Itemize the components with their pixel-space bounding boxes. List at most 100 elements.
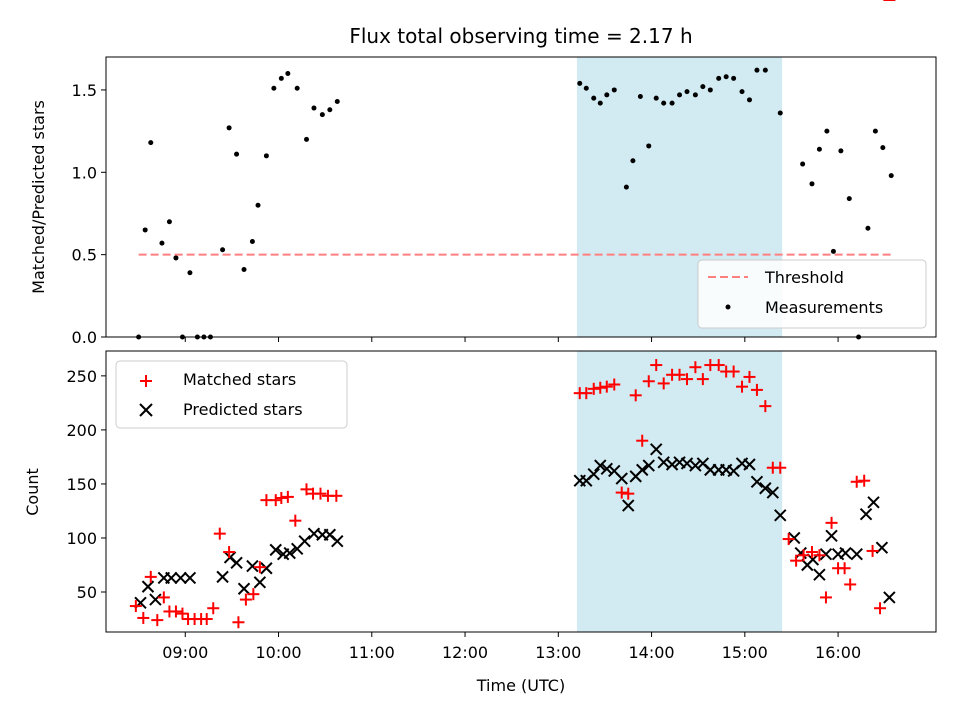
predicted-point: [788, 531, 801, 545]
measurement-point: [166, 219, 172, 225]
predicted-point: [149, 593, 162, 606]
chart-title: Flux total observing time = 2.17 h: [349, 24, 692, 48]
matched-point: [743, 370, 756, 383]
matched-point: [629, 389, 642, 402]
matched-point: [696, 373, 709, 386]
predicted-point: [819, 547, 833, 561]
predicted-point: [766, 486, 780, 499]
predicted-point: [642, 459, 655, 472]
matched-point: [874, 602, 887, 615]
matched-point: [600, 380, 613, 393]
measurement-point: [865, 225, 871, 231]
matched-point: [615, 486, 628, 499]
measurement-point: [684, 89, 690, 95]
predicted-point: [850, 547, 863, 561]
legend-measurements-swatch: [725, 304, 731, 310]
bottom-y-tick-label: 150: [66, 475, 97, 494]
matched-point: [239, 593, 252, 606]
matched-point: [681, 373, 693, 386]
matched-point: [129, 600, 142, 613]
predicted-point: [600, 462, 614, 476]
measurement-point: [327, 107, 333, 113]
measurement-point: [723, 74, 729, 80]
matched-point: [314, 487, 327, 500]
measurement-point: [234, 151, 240, 157]
legend-threshold-label: Threshold: [764, 268, 844, 287]
top-panel: 0.0 0.5 1.0 1.5 Matched/Predicted stars Thr…: [29, 56, 937, 347]
measurement-point: [700, 84, 706, 90]
bottom-y-tick-label: 250: [66, 367, 97, 386]
matched-point: [144, 570, 157, 583]
matched-point: [825, 516, 838, 529]
measurement-point: [148, 140, 154, 146]
measurement-point: [739, 89, 745, 95]
x-tick-label: 16:00: [815, 643, 861, 662]
top-y-tick-label: 1.5: [72, 81, 97, 100]
predicted-point: [237, 582, 251, 595]
bottom-highlight-span: [576, 351, 783, 632]
predicted-point: [759, 482, 772, 495]
matched-point: [200, 613, 213, 626]
matched-point: [300, 483, 313, 496]
bottom-y-axis-label: Count: [23, 468, 42, 516]
bottom-y-tick-label: 100: [66, 529, 97, 548]
bottom-legend-box: [115, 360, 348, 429]
measurement-point: [577, 80, 583, 86]
top-y-tick-label: 0.0: [72, 328, 97, 347]
measurement-point: [311, 105, 317, 111]
predicted-point: [813, 568, 826, 581]
matched-point: [587, 382, 600, 395]
matched-point: [750, 383, 763, 396]
measurement-point: [872, 128, 878, 134]
measurement-point: [278, 75, 284, 81]
top-y-tick-label: 1.0: [72, 163, 97, 182]
bottom-axes-frame: [105, 350, 937, 633]
x-tick-label: 14:00: [629, 643, 675, 662]
measurement-point: [880, 145, 886, 151]
x-tick-label: 10:00: [255, 643, 301, 662]
measurement-point: [754, 67, 760, 73]
predicted-point: [883, 591, 896, 604]
measurement-point: [838, 148, 844, 154]
bottom-panel: 50 100 150 200 250 09:00 10:00 11:00 12:00 13:00…: [23, 0, 937, 695]
matched-point: [176, 607, 189, 620]
measurement-point: [800, 161, 806, 167]
matched-point: [712, 359, 725, 372]
predicted-point: [867, 496, 880, 509]
matched-point: [819, 591, 832, 604]
matched-point: [642, 375, 655, 388]
matched-point: [207, 602, 220, 615]
measurement-point: [646, 143, 652, 149]
measurement-point: [653, 95, 659, 101]
x-tick-label: 12:00: [442, 643, 488, 662]
x-tick-label: 15:00: [722, 643, 768, 662]
matched-point: [247, 588, 260, 601]
measurement-point: [611, 87, 617, 93]
predicted-point: [636, 463, 649, 477]
measurement-point: [249, 238, 255, 244]
predicted-point: [174, 571, 187, 585]
predicted-point: [839, 546, 852, 560]
measurement-point: [830, 248, 836, 254]
legend-matched-swatch: [140, 375, 152, 387]
predicted-point: [216, 570, 229, 584]
matched-point: [790, 554, 803, 567]
legend-predicted-swatch: [139, 403, 153, 417]
matched-point: [844, 578, 857, 591]
top-y-ticks: 0.0 0.5 1.0 1.5: [72, 81, 106, 347]
predicted-point: [622, 499, 635, 512]
measurement-point: [597, 100, 603, 106]
matched-point: [774, 461, 787, 474]
top-axes-frame: [105, 56, 937, 338]
predicted-point: [594, 459, 607, 472]
bottom-y-tick-label: 200: [66, 421, 97, 440]
matched-point: [330, 489, 343, 502]
measurement-point: [142, 227, 148, 233]
measurement-point: [637, 94, 643, 100]
measurement-point: [816, 146, 822, 152]
measurement-point: [220, 247, 226, 253]
matched-point: [650, 359, 663, 372]
matched-point: [608, 378, 621, 391]
measurement-point: [294, 85, 300, 91]
